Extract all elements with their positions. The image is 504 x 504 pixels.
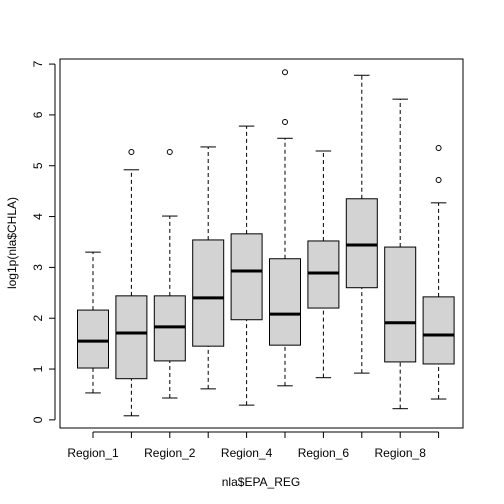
outlier [435, 144, 442, 151]
y-axis-title: log1p(nla$CHLA) [5, 197, 19, 289]
x-tick-label: Region_8 [375, 446, 427, 460]
y-tick-label: 7 [31, 60, 45, 67]
outlier [435, 176, 442, 183]
box [307, 240, 340, 309]
x-tick-label: Region_1 [67, 446, 119, 460]
plot-frame [59, 58, 464, 429]
box [115, 295, 148, 380]
box [269, 258, 301, 346]
x-tick-label: Region_6 [298, 446, 350, 460]
x-axis-title: nla$EPA_REG [222, 475, 301, 489]
x-tick-label: Region_4 [221, 446, 273, 460]
box [384, 246, 417, 363]
y-tick-label: 2 [31, 315, 45, 322]
y-tick-label: 0 [31, 416, 45, 423]
outlier [282, 69, 288, 76]
y-tick-label: 3 [31, 264, 45, 271]
y-tick-label: 5 [31, 162, 45, 169]
box [345, 198, 378, 289]
outlier [166, 149, 173, 156]
box [230, 233, 263, 321]
outlier [282, 119, 288, 126]
box [192, 239, 225, 347]
y-tick-label: 1 [31, 365, 45, 372]
x-tick-label: Region_2 [144, 446, 196, 460]
y-tick-label: 6 [31, 111, 45, 118]
outlier [128, 149, 135, 156]
box [153, 295, 186, 362]
box [422, 296, 455, 365]
box [77, 309, 109, 369]
y-tick-label: 4 [31, 213, 45, 220]
